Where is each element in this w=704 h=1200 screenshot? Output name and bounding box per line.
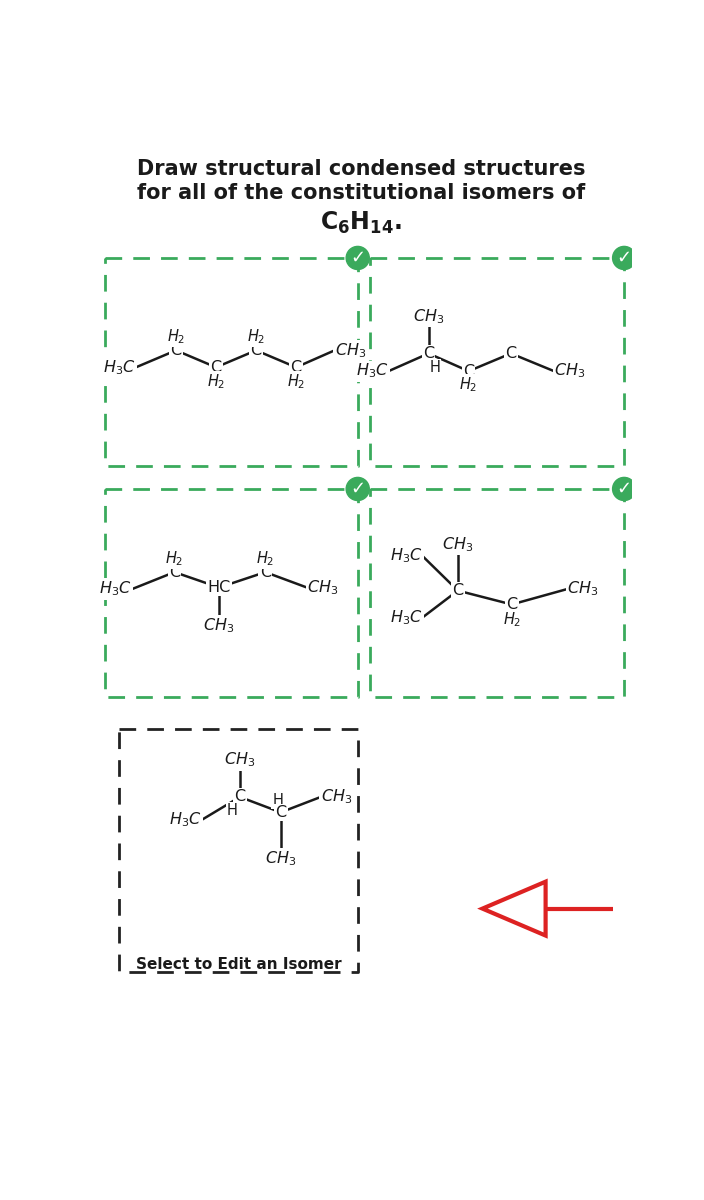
Text: $CH_3$: $CH_3$ <box>413 307 444 326</box>
Text: ✓: ✓ <box>617 480 631 498</box>
Text: H: H <box>429 360 440 374</box>
Text: C: C <box>260 565 271 580</box>
Text: C: C <box>234 790 246 804</box>
Text: $H_2$: $H_2$ <box>503 611 521 629</box>
Text: ✓: ✓ <box>350 480 365 498</box>
Text: $CH_3$: $CH_3$ <box>225 751 256 769</box>
Text: $H_2$: $H_2$ <box>167 328 185 346</box>
Circle shape <box>346 246 370 270</box>
Text: $H_3C$: $H_3C$ <box>390 608 422 626</box>
Text: H: H <box>272 792 283 808</box>
Text: C: C <box>169 565 180 580</box>
Text: C: C <box>170 343 182 358</box>
Text: for all of the constitutional isomers of: for all of the constitutional isomers of <box>137 184 585 203</box>
Text: C: C <box>423 346 434 361</box>
Circle shape <box>612 246 636 270</box>
Text: C: C <box>506 596 517 612</box>
Text: C: C <box>251 343 262 358</box>
Text: $\mathbf{C_6H_{14}}$.: $\mathbf{C_6H_{14}}$. <box>320 210 402 236</box>
Text: C: C <box>291 360 302 374</box>
Text: Select to Edit an Isomer: Select to Edit an Isomer <box>136 956 341 972</box>
Text: $H_2$: $H_2$ <box>256 548 275 568</box>
Text: $CH_3$: $CH_3$ <box>554 361 586 380</box>
Text: $H_2$: $H_2$ <box>247 328 265 346</box>
Text: $H_2$: $H_2$ <box>165 548 184 568</box>
Circle shape <box>612 478 636 500</box>
Text: C: C <box>452 583 463 598</box>
Text: $H_2$: $H_2$ <box>460 376 478 395</box>
Text: $CH_3$: $CH_3$ <box>442 535 474 553</box>
Text: H: H <box>227 803 238 818</box>
Text: $H_3C$: $H_3C$ <box>103 358 136 377</box>
Text: ✓: ✓ <box>350 248 365 266</box>
Text: $CH_3$: $CH_3$ <box>203 617 235 635</box>
Text: $CH_3$: $CH_3$ <box>334 341 366 360</box>
Text: C: C <box>505 346 517 361</box>
Text: HC: HC <box>208 580 231 595</box>
Text: C: C <box>275 805 287 820</box>
Text: Draw structural condensed structures: Draw structural condensed structures <box>137 158 585 179</box>
Text: $CH_3$: $CH_3$ <box>265 850 296 868</box>
Text: $CH_3$: $CH_3$ <box>307 578 338 596</box>
Text: $H_3C$: $H_3C$ <box>99 580 132 599</box>
Text: $H_3C$: $H_3C$ <box>169 811 201 829</box>
Text: $CH_3$: $CH_3$ <box>567 580 598 599</box>
Text: ✓: ✓ <box>617 248 631 266</box>
Circle shape <box>346 478 370 500</box>
Text: $H_2$: $H_2$ <box>207 372 225 390</box>
Text: $H_3C$: $H_3C$ <box>356 361 389 380</box>
Text: $H_2$: $H_2$ <box>287 372 306 390</box>
Text: $H_3C$: $H_3C$ <box>390 546 422 565</box>
Text: $CH_3$: $CH_3$ <box>321 787 352 806</box>
Text: C: C <box>210 360 222 374</box>
Text: C: C <box>463 364 474 379</box>
